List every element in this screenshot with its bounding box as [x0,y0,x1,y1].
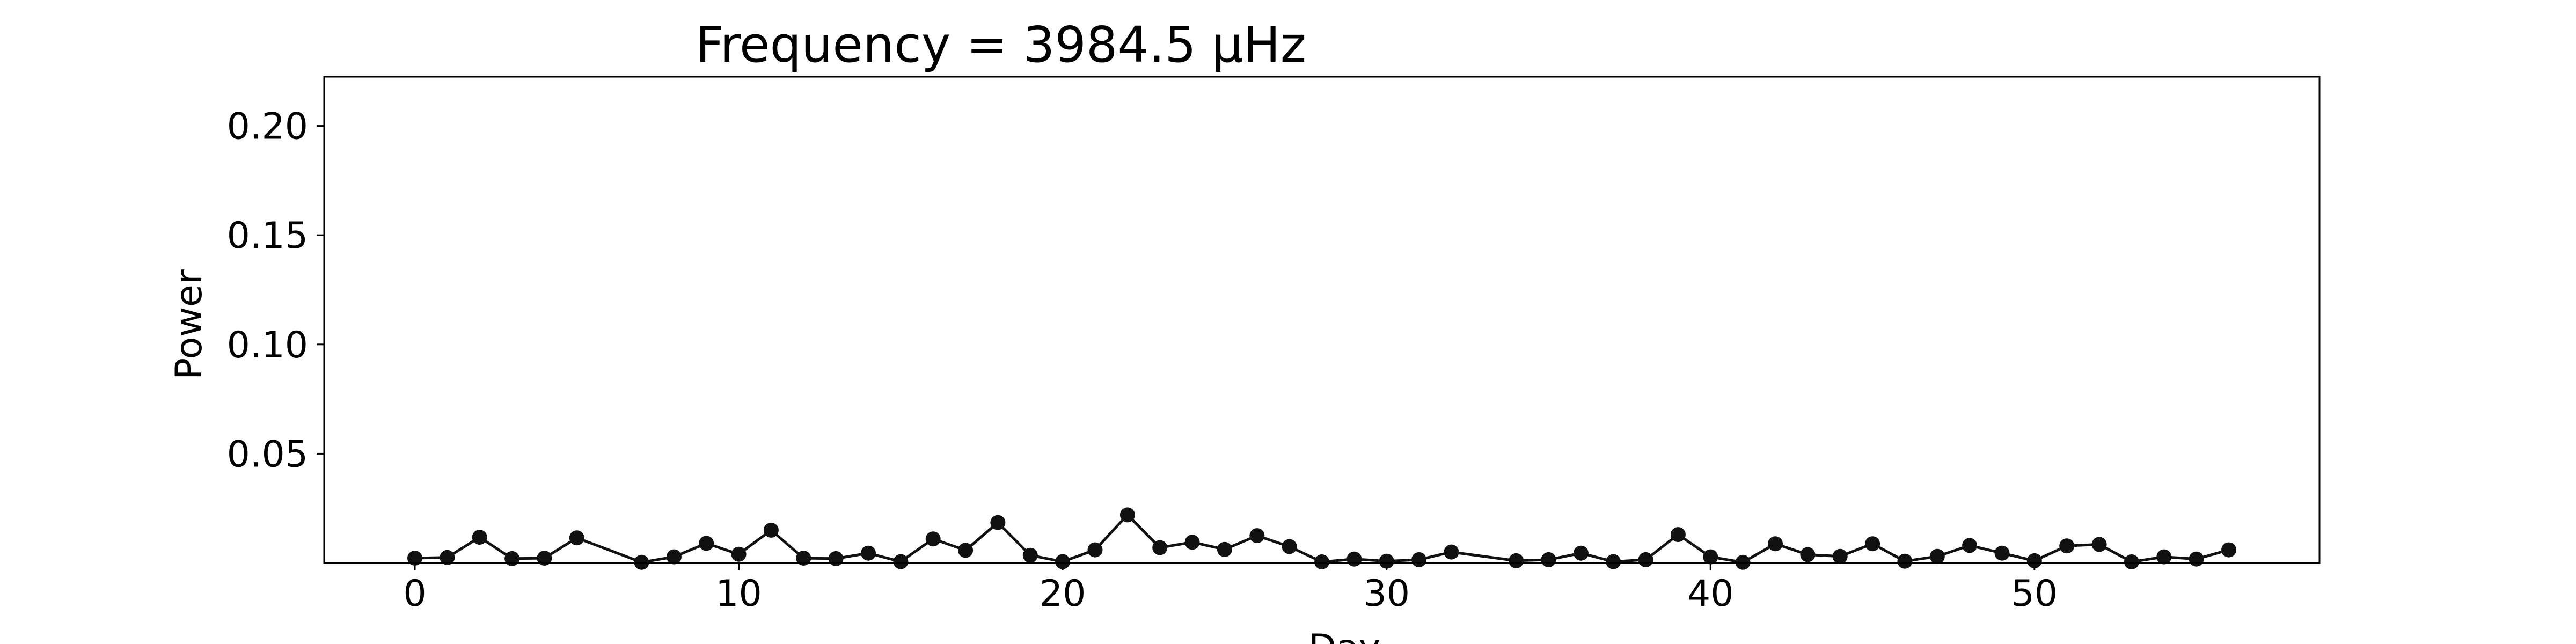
data-point [537,551,552,566]
data-point [504,551,520,566]
data-point [1994,545,2010,561]
data-point [2156,549,2172,565]
data-point [1865,536,1880,552]
data-point [1962,538,1978,553]
data-point [731,546,747,562]
data-point [1541,552,1556,567]
data-point [1444,544,1459,560]
data-point [1152,540,1168,555]
data-point [1314,554,1329,569]
data-point [2221,542,2236,558]
data-point [1346,551,1362,567]
data-point [893,554,909,569]
data-point [666,549,682,565]
y-tick-label: 0.15 [227,215,308,257]
data-point [699,536,714,551]
data-point [861,545,876,561]
data-point [925,531,941,547]
x-tick-label: 0 [403,573,426,615]
x-tick-label: 50 [2011,573,2058,615]
chart-title: Frequency = 3984.5 μHz [696,16,1306,74]
data-point [2189,551,2204,567]
data-point [1184,535,1200,550]
data-point [828,551,844,566]
data-point [1638,552,1653,567]
data-point [958,543,974,558]
data-point [1379,553,1394,569]
data-point [407,551,422,566]
data-point [796,551,811,566]
data-point [1670,527,1686,543]
data-point [1768,536,1783,552]
data-point [763,522,779,538]
data-point [472,530,487,545]
data-point [1703,549,1718,565]
data-point [1509,553,1524,568]
data-point [1573,545,1589,561]
data-point [990,515,1006,530]
x-tick-label: 20 [1040,573,1086,615]
data-point [1282,539,1297,554]
y-tick-label: 0.05 [227,433,308,475]
data-point [569,530,584,546]
data-point [2026,553,2042,568]
data-point [440,550,455,565]
data-point [1929,548,1945,564]
data-point [1606,554,1621,569]
data-point [1832,548,1848,564]
x-tick-label: 40 [1687,573,1734,615]
y-tick-label: 0.10 [227,324,308,367]
data-point [2091,537,2107,552]
data-point [1897,553,1913,569]
data-point [1249,528,1265,544]
data-point [1087,542,1103,558]
plot-frame [323,76,2321,564]
data-point [1119,507,1135,523]
x-axis-title: Day [1308,627,1380,644]
data-point [1411,552,1427,567]
y-axis-title: Power [168,269,210,380]
data-point [2124,554,2139,569]
x-tick-label: 30 [1363,573,1410,615]
data-point [1217,541,1232,557]
data-point [2059,538,2075,554]
data-point [1022,547,1038,563]
data-point [1800,547,1816,562]
y-tick-label: 0.20 [227,106,308,148]
data-point [1055,554,1071,569]
x-tick-label: 10 [715,573,762,615]
